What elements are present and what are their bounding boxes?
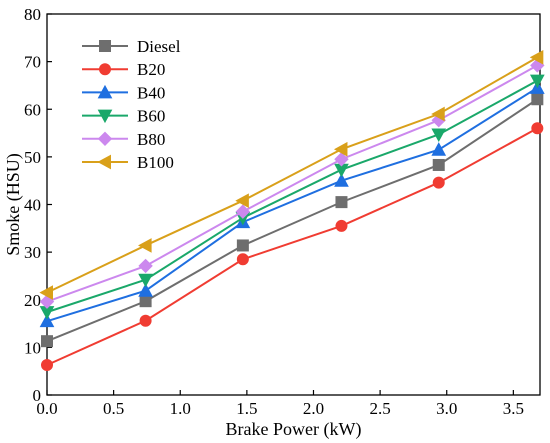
data-point-b20 (236, 253, 249, 266)
x-tick-label: 1.5 (236, 399, 257, 418)
x-axis-title: Brake Power (kW) (226, 419, 362, 440)
series-line-b40 (46, 86, 538, 323)
legend-label-b80: B80 (137, 130, 165, 149)
y-tick-label: 60 (24, 100, 41, 119)
y-tick-label: 40 (24, 196, 41, 215)
data-point-b100 (138, 238, 152, 253)
legend-marker-diesel (99, 40, 111, 52)
x-tick-label: 3.0 (436, 399, 457, 418)
data-point-diesel (139, 295, 152, 308)
legend-label-b40: B40 (137, 83, 165, 102)
legend-marker-b60 (97, 109, 113, 124)
data-point-diesel (41, 335, 53, 348)
data-point-diesel (335, 196, 348, 209)
series-line-b20 (46, 127, 538, 366)
data-point-b20 (139, 314, 152, 327)
data-point-b80 (235, 204, 251, 219)
y-tick-label: 30 (24, 243, 41, 262)
data-point-b20 (335, 219, 348, 232)
data-point-b60 (138, 273, 153, 288)
y-tick-label: 20 (24, 291, 41, 310)
data-point-b40 (39, 313, 55, 328)
data-point-b40 (138, 283, 153, 297)
x-tick-label: 2.0 (303, 399, 324, 418)
x-tick-label: 3.5 (503, 399, 524, 418)
y-tick-label: 70 (24, 53, 41, 72)
data-point-diesel (531, 93, 544, 106)
data-point-b20 (41, 358, 53, 371)
data-point-b100 (39, 285, 53, 300)
legend-item-b100: B100 (82, 153, 174, 172)
data-point-b100 (333, 141, 348, 157)
legend-label-b20: B20 (137, 60, 165, 79)
data-point-b80 (138, 258, 153, 274)
series-line-diesel (46, 98, 538, 343)
data-point-b100 (235, 193, 249, 209)
x-tick-label: 1.0 (170, 399, 191, 418)
legend-label-b100: B100 (137, 153, 174, 172)
y-axis-title: Smoke (HSU) (3, 153, 24, 256)
series-line-b60 (46, 79, 538, 314)
legend-marker-b40 (97, 84, 113, 99)
series-b100 (39, 49, 544, 300)
y-tick-label: 80 (24, 5, 41, 24)
series-diesel (41, 93, 544, 348)
data-point-b40 (334, 173, 349, 187)
legend: Diesel B20 B40 B60 B80 B100 (82, 37, 181, 172)
x-tick-label: 0.0 (36, 399, 57, 418)
legend-item-b40: B40 (82, 83, 165, 102)
legend-marker-b20 (99, 63, 111, 76)
data-point-b60 (431, 128, 447, 143)
x-tick-label: 0.5 (103, 399, 124, 418)
data-point-diesel (236, 239, 249, 252)
data-point-diesel (432, 158, 445, 171)
legend-item-diesel: Diesel (82, 37, 181, 56)
data-point-b100 (529, 49, 544, 65)
series-b40 (39, 80, 545, 328)
series-line-b100 (46, 56, 538, 294)
y-tick-label: 0 (33, 386, 42, 405)
legend-item-b20: B20 (82, 60, 165, 79)
data-point-b20 (531, 122, 544, 135)
legend-item-b80: B80 (82, 130, 165, 149)
legend-marker-b100 (97, 154, 111, 170)
legend-marker-b80 (97, 131, 113, 147)
data-point-b60 (529, 74, 545, 89)
legend-label-diesel: Diesel (137, 37, 181, 56)
data-point-b100 (431, 106, 445, 122)
series-group (39, 49, 545, 371)
axes: 0.0 0.5 1.0 1.5 2.0 2.5 3.0 3.5 0 10 20 30 40 50 60 70 8… (24, 5, 541, 418)
series-b60 (39, 74, 545, 320)
x-tick-label: 2.5 (369, 399, 390, 418)
data-point-b20 (432, 176, 445, 189)
series-b20 (41, 122, 544, 371)
y-tick-label: 50 (24, 148, 41, 167)
series-line-b80 (46, 64, 538, 303)
legend-label-b60: B60 (137, 107, 165, 126)
y-tick-label: 10 (24, 338, 41, 357)
legend-item-b60: B60 (82, 107, 165, 126)
data-point-b80 (334, 152, 349, 167)
data-point-b40 (431, 142, 447, 156)
plot-frame (46, 13, 541, 396)
